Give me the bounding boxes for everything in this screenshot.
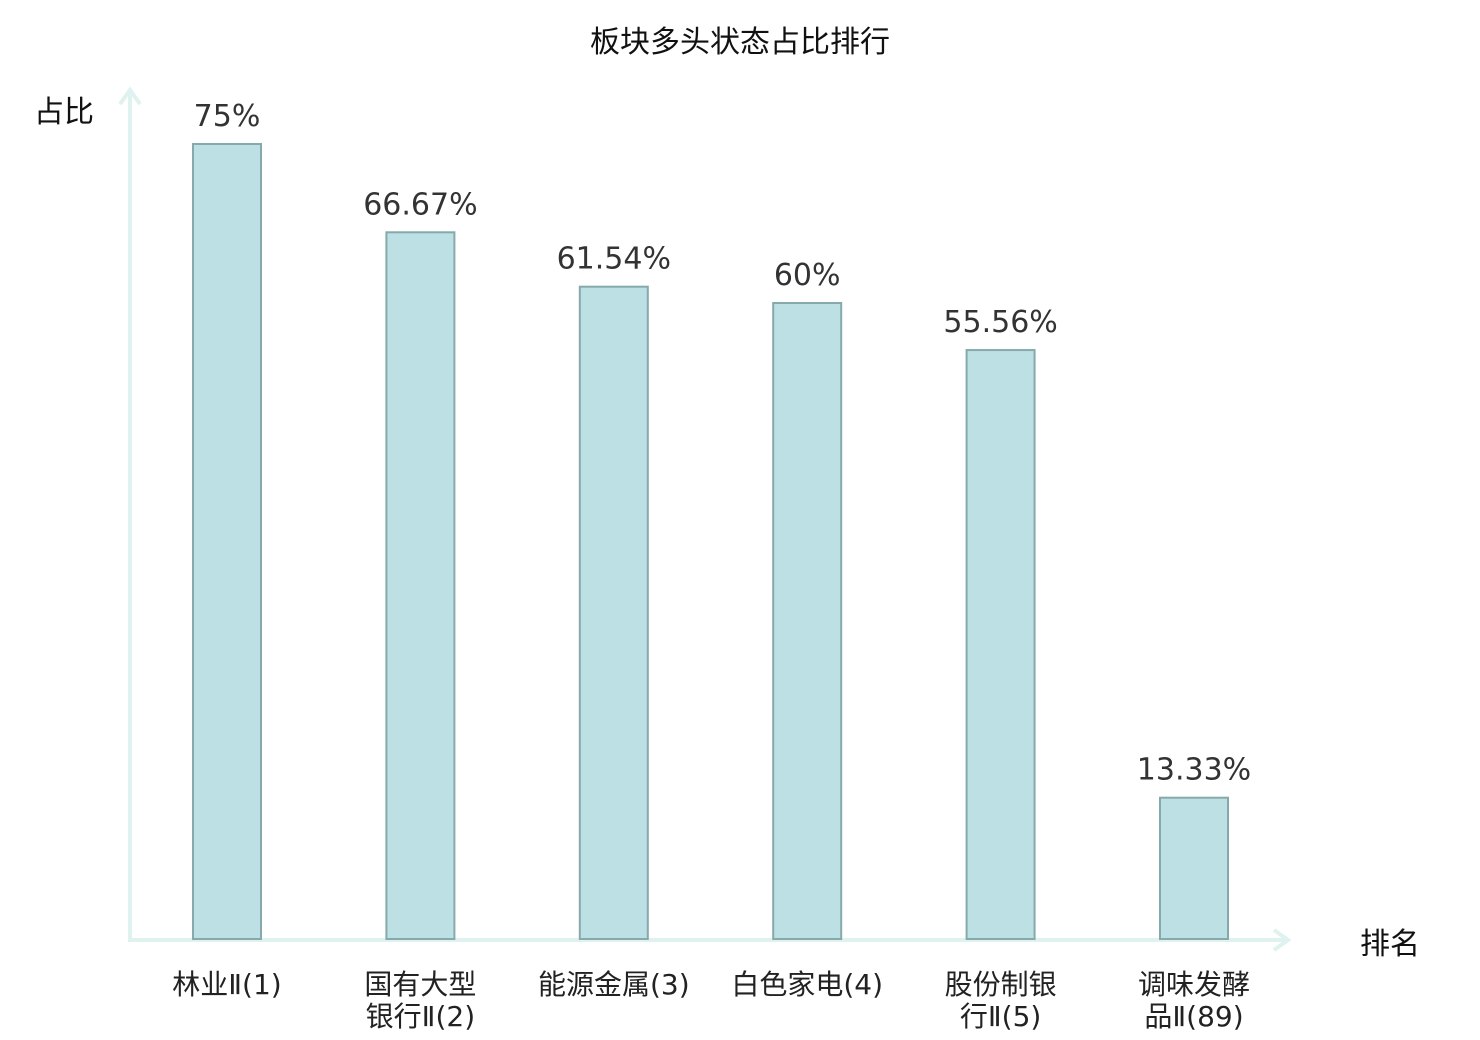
chart-title: 板块多头状态占比排行 bbox=[590, 25, 890, 60]
axes bbox=[118, 86, 1292, 952]
category-label-2: 能源金属(3) bbox=[538, 968, 690, 1001]
category-label-line: 品Ⅱ(89) bbox=[1144, 1000, 1243, 1033]
x-axis-arrow bbox=[1272, 928, 1292, 952]
category-label-line: 行Ⅱ(5) bbox=[960, 1000, 1041, 1033]
category-label-line: 白色家电(4) bbox=[731, 968, 883, 1001]
bar-2 bbox=[578, 285, 649, 940]
value-label-5: 13.33% bbox=[1137, 753, 1251, 788]
category-label-line: 林业Ⅱ(1) bbox=[172, 968, 281, 1001]
category-label-3: 白色家电(4) bbox=[731, 968, 883, 1001]
bar-3 bbox=[772, 302, 843, 940]
y-axis-label: 占比 bbox=[34, 95, 94, 130]
y-axis-arrow bbox=[118, 86, 142, 106]
category-label-0: 林业Ⅱ(1) bbox=[172, 968, 281, 1001]
category-label-line: 调味发酵 bbox=[1138, 968, 1250, 1001]
value-label-3: 60% bbox=[774, 258, 841, 293]
value-label-4: 55.56% bbox=[943, 305, 1057, 340]
category-label-1: 国有大型银行Ⅱ(2) bbox=[364, 968, 476, 1033]
category-label-line: 银行Ⅱ(2) bbox=[366, 1000, 475, 1033]
bars-group bbox=[192, 143, 1229, 941]
value-labels-group: 75% 66.67% 61.54% 60% 55.56% 13.33% bbox=[194, 99, 1252, 788]
category-label-line: 能源金属(3) bbox=[538, 968, 690, 1001]
x-axis-label: 排名 bbox=[1360, 927, 1420, 962]
category-labels-group: 林业Ⅱ(1) 国有大型银行Ⅱ(2) 能源金属(3) 白色家电(4) 股份制银行Ⅱ(5) 调… bbox=[172, 968, 1250, 1033]
category-label-line: 股份制银 bbox=[945, 968, 1057, 1001]
category-label-line: 国有大型 bbox=[364, 968, 476, 1001]
value-label-0: 75% bbox=[194, 99, 261, 134]
bar-1 bbox=[385, 231, 456, 941]
category-label-5: 调味发酵品Ⅱ(89) bbox=[1138, 968, 1250, 1033]
category-label-4: 股份制银行Ⅱ(5) bbox=[945, 968, 1057, 1033]
bar-4 bbox=[965, 349, 1036, 940]
value-label-1: 66.67% bbox=[363, 187, 477, 222]
bar-0 bbox=[192, 143, 262, 940]
bar-5 bbox=[1159, 796, 1229, 941]
value-label-2: 61.54% bbox=[557, 242, 671, 277]
